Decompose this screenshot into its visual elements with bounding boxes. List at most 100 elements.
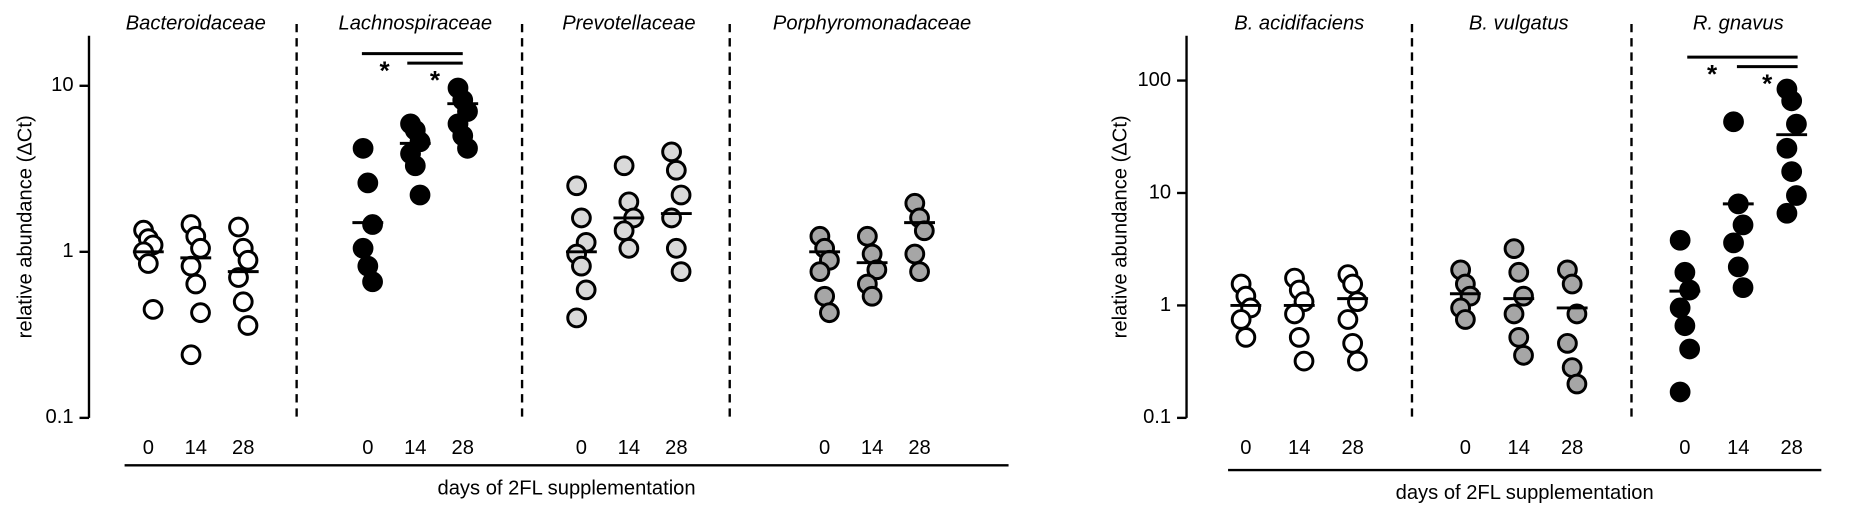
x-tick-label: 0: [1679, 437, 1690, 459]
data-point: [137, 253, 159, 274]
group-title: R. gnavus: [1693, 12, 1784, 34]
data-point: [457, 137, 478, 159]
y-tick-label: 1: [62, 240, 73, 262]
data-point: [1508, 326, 1530, 348]
data-point: [866, 259, 888, 281]
data-point: [409, 184, 431, 206]
data-point: [856, 225, 878, 247]
data-point: [670, 261, 692, 283]
data-point: [142, 299, 164, 320]
data-point: [1513, 344, 1534, 366]
sig-star: *: [380, 55, 391, 85]
data-point: [566, 175, 588, 197]
x-tick-label: 0: [1460, 437, 1471, 459]
x-tick-label: 14: [185, 437, 207, 459]
x-tick-label: 0: [1240, 437, 1251, 459]
x-tick-label: 28: [1341, 437, 1363, 459]
data-point: [404, 155, 426, 177]
x-tick-label: 14: [404, 437, 426, 459]
data-point: [1781, 90, 1803, 112]
data-point: [1669, 381, 1691, 403]
data-point: [1669, 229, 1691, 251]
data-point: [618, 237, 640, 259]
data-point: [1503, 238, 1525, 260]
group-title: Prevotellaceae: [562, 12, 695, 34]
data-point: [665, 237, 687, 259]
data-point: [861, 285, 883, 307]
data-point: [1786, 113, 1807, 135]
x-tick-label: 0: [819, 437, 830, 459]
data-point: [1723, 111, 1744, 133]
x-tick-label: 28: [1780, 437, 1802, 459]
data-point: [809, 261, 831, 283]
x-tick-label: 0: [576, 437, 587, 459]
data-point: [1674, 315, 1696, 337]
data-point: [1513, 285, 1534, 307]
data-point: [1347, 291, 1368, 313]
data-point: [1723, 232, 1744, 254]
data-point: [661, 207, 682, 229]
sig-star: *: [1762, 69, 1773, 99]
group-title: B. acidifaciens: [1234, 12, 1364, 34]
data-point: [1508, 261, 1530, 283]
data-point: [228, 216, 249, 238]
data-point: [1566, 303, 1588, 325]
data-point: [1342, 332, 1364, 354]
y-tick-label: 10: [1149, 181, 1171, 203]
data-point: [1679, 338, 1701, 360]
y-tick-label: 0.1: [46, 406, 74, 428]
data-point: [1293, 350, 1315, 372]
data-point: [661, 141, 682, 163]
data-point: [1786, 185, 1807, 206]
data-point: [1669, 297, 1691, 319]
data-point: [665, 159, 687, 181]
data-point: [1557, 332, 1578, 354]
data-point: [180, 344, 202, 366]
y-tick-label: 1: [1160, 294, 1171, 316]
data-point: [1561, 273, 1583, 295]
data-point: [1727, 256, 1749, 278]
data-point: [819, 302, 840, 324]
x-tick-label: 14: [1727, 437, 1749, 459]
x-tick-label: 14: [1288, 437, 1310, 459]
data-point: [190, 237, 211, 259]
x-tick-label: 28: [1561, 437, 1583, 459]
y-tick-label: 10: [51, 74, 73, 96]
data-point: [1337, 309, 1359, 330]
data-point: [1781, 161, 1803, 182]
data-point: [909, 261, 930, 283]
data-point: [362, 271, 383, 293]
sig-star: *: [1707, 59, 1718, 89]
data-point: [1732, 277, 1754, 299]
data-point: [571, 255, 592, 277]
x-tick-label: 0: [362, 437, 373, 459]
data-point: [1288, 326, 1310, 348]
data-point: [1284, 303, 1305, 325]
data-point: [352, 137, 374, 159]
y-axis-label: relative abundance (ΔCt): [1110, 115, 1132, 338]
x-axis-label: days of 2FL supplementation: [438, 477, 696, 499]
group-title: Lachnospiraceae: [339, 12, 493, 34]
data-point: [613, 220, 635, 242]
data-point: [1230, 309, 1252, 330]
data-point: [352, 237, 374, 259]
y-tick-label: 0.1: [1143, 406, 1171, 428]
group-title: Bacteroidaceae: [126, 12, 266, 34]
data-point: [566, 307, 588, 329]
data-point: [237, 315, 259, 336]
x-tick-label: 28: [232, 437, 254, 459]
x-tick-label: 14: [1508, 437, 1530, 459]
x-tick-label: 28: [908, 437, 930, 459]
data-point: [362, 214, 383, 235]
x-tick-label: 28: [665, 437, 687, 459]
data-point: [575, 279, 597, 301]
data-point: [1674, 261, 1696, 283]
data-point: [190, 302, 211, 324]
data-point: [180, 255, 202, 277]
x-tick-label: 14: [618, 437, 640, 459]
x-tick-label: 14: [861, 437, 883, 459]
data-point: [357, 172, 379, 194]
data-point: [1732, 214, 1754, 236]
data-point: [613, 155, 635, 177]
data-point: [1235, 326, 1257, 348]
